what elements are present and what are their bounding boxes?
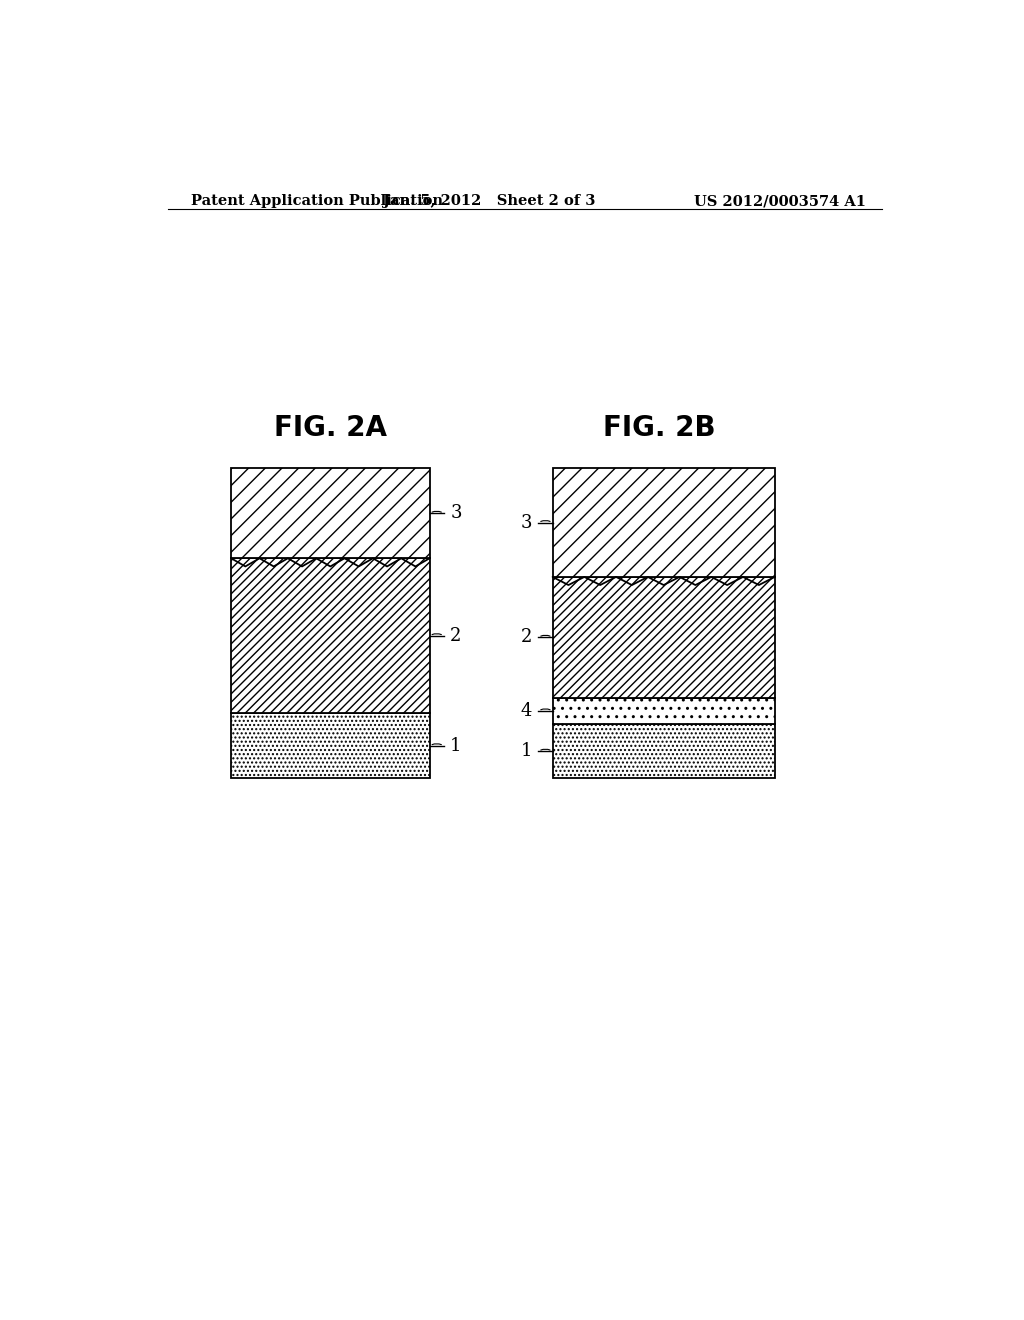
Bar [231, 558, 430, 713]
Bar [231, 713, 430, 779]
Text: 4: 4 [520, 702, 531, 719]
Bar [553, 469, 775, 577]
Text: 3: 3 [451, 504, 462, 523]
Bar [553, 577, 775, 698]
Bar [231, 469, 430, 558]
Text: 1: 1 [451, 737, 462, 755]
Bar [553, 577, 775, 698]
Bar [553, 469, 775, 577]
Bar [231, 558, 430, 713]
Text: US 2012/0003574 A1: US 2012/0003574 A1 [694, 194, 866, 209]
Text: 2: 2 [520, 628, 531, 647]
Text: FIG. 2A: FIG. 2A [273, 413, 387, 442]
Bar [231, 469, 430, 558]
Text: Patent Application Publication: Patent Application Publication [191, 194, 443, 209]
Bar [553, 698, 775, 725]
Bar [231, 713, 430, 779]
Bar [553, 725, 775, 779]
Bar [553, 725, 775, 779]
Text: 2: 2 [451, 627, 462, 644]
Text: 1: 1 [520, 742, 531, 760]
Text: Jan. 5, 2012   Sheet 2 of 3: Jan. 5, 2012 Sheet 2 of 3 [383, 194, 595, 209]
Text: 3: 3 [520, 513, 531, 532]
Text: FIG. 2B: FIG. 2B [603, 413, 716, 442]
Bar [553, 698, 775, 725]
